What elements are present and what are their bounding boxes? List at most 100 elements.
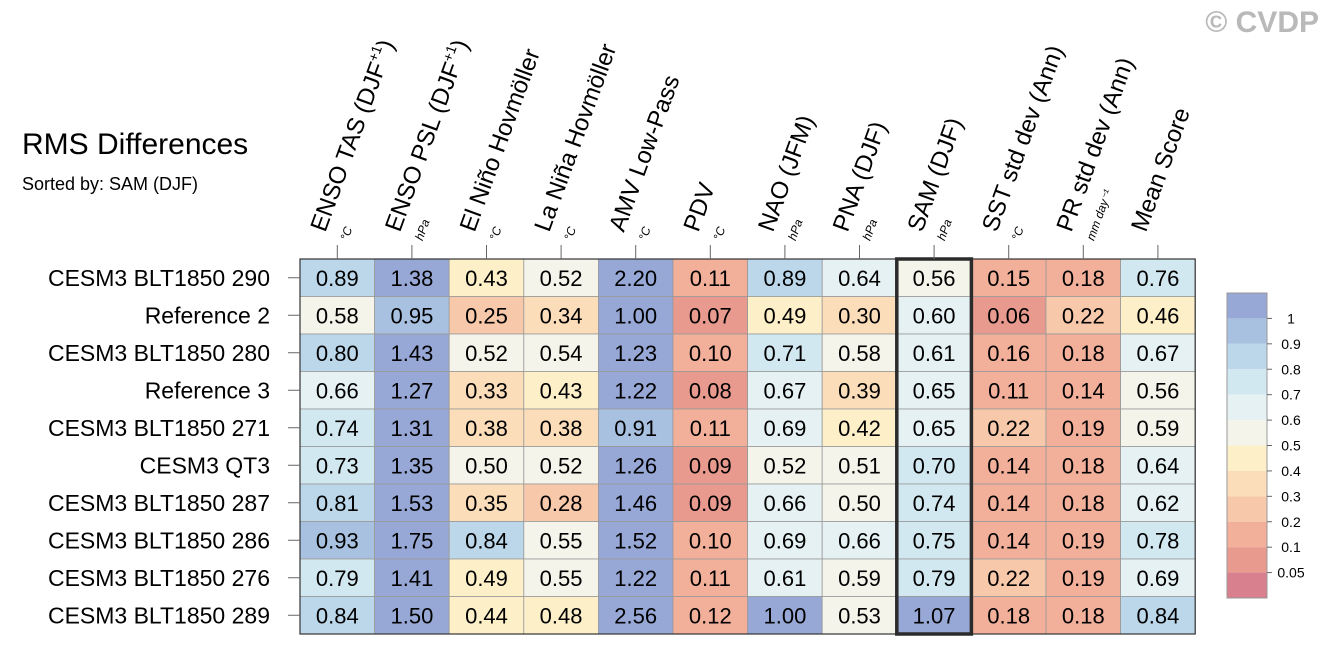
heatmap-cell <box>523 333 599 372</box>
heatmap-cell <box>448 558 525 597</box>
column-unit: °C <box>561 224 579 242</box>
column-label: PNA (DJF)hPa <box>828 118 893 242</box>
heatmap-cell <box>821 521 898 560</box>
heatmap-cell <box>1120 521 1196 560</box>
heatmap-cell <box>448 333 525 372</box>
column-label-text: El Niño Hovmöller <box>455 45 546 235</box>
column-label-text: NAO (JFM) <box>753 112 820 235</box>
heatmap-cell <box>821 408 898 447</box>
cell-value: 0.71 <box>763 341 806 366</box>
cell-value: 1.50 <box>390 603 433 628</box>
heatmap-cell <box>523 596 599 635</box>
cell-value: 0.08 <box>689 378 732 403</box>
cell-value: 0.89 <box>316 266 359 291</box>
cell-value: 0.66 <box>838 528 881 553</box>
cell-value: 1.38 <box>390 266 433 291</box>
heatmap-cell <box>598 596 674 635</box>
cell-value: 0.18 <box>1062 341 1105 366</box>
colorbar-label: 0.2 <box>1281 514 1301 530</box>
cell-value: 0.69 <box>763 528 806 553</box>
colorbar-segment <box>1227 496 1267 522</box>
column-label-text: AMV Low-Pass <box>604 72 685 235</box>
cell-value: 0.18 <box>1062 266 1105 291</box>
cell-value: 0.59 <box>1136 416 1179 441</box>
heatmap-cell <box>1045 446 1121 485</box>
cell-value: 0.34 <box>540 303 583 328</box>
heatmap-cell <box>896 521 972 560</box>
colorbar-segment <box>1227 343 1267 370</box>
heatmap-cell <box>672 483 748 522</box>
cell-value: 0.66 <box>763 491 806 516</box>
heatmap-cell <box>672 408 748 447</box>
heatmap-cell <box>598 371 674 410</box>
cell-value: 0.16 <box>987 341 1030 366</box>
heatmap-cell <box>1120 333 1196 372</box>
cell-value: 0.78 <box>1136 528 1179 553</box>
cell-value: 1.07 <box>913 603 956 628</box>
cell-value: 0.38 <box>465 416 508 441</box>
heatmap-cell <box>1045 521 1121 560</box>
cell-value: 1.26 <box>614 453 657 478</box>
column-unit: hPa <box>412 217 433 242</box>
heatmap-cell <box>896 296 972 335</box>
colorbar-segment <box>1227 394 1267 421</box>
cell-value: 0.28 <box>540 491 583 516</box>
cell-value: 0.74 <box>913 491 956 516</box>
column-label-text: SST std dev (Ann) <box>977 42 1069 235</box>
column-label: NAO (JFM)hPa <box>753 112 820 242</box>
heatmap-cell <box>598 408 674 447</box>
cell-value: 0.69 <box>1136 566 1179 591</box>
cell-value: 0.33 <box>465 378 508 403</box>
heatmap-cell <box>598 446 674 485</box>
cell-value: 0.15 <box>987 266 1030 291</box>
cell-value: 0.61 <box>763 566 806 591</box>
cell-value: 1.43 <box>390 341 433 366</box>
cell-value: 0.64 <box>1136 453 1179 478</box>
heatmap-cell <box>374 483 450 522</box>
heatmap-cell <box>821 446 898 485</box>
cell-value: 0.84 <box>1136 603 1179 628</box>
heatmap-cell <box>523 483 599 522</box>
heatmap-cell <box>1045 408 1121 447</box>
cell-value: 0.93 <box>316 528 359 553</box>
heatmap-cell <box>1120 558 1196 597</box>
cell-value: 0.64 <box>838 266 881 291</box>
cell-value: 0.19 <box>1062 528 1105 553</box>
heatmap-cell <box>747 371 823 410</box>
cell-value: 0.52 <box>540 266 583 291</box>
cell-value: 0.54 <box>540 341 583 366</box>
cell-value: 0.89 <box>763 266 806 291</box>
cell-value: 0.52 <box>540 453 583 478</box>
colorbar-label: 1 <box>1287 310 1295 326</box>
cell-value: 0.09 <box>689 491 732 516</box>
cell-value: 0.19 <box>1062 416 1105 441</box>
cell-value: 1.22 <box>614 566 657 591</box>
heatmap-cell <box>971 446 1047 485</box>
cell-value: 0.49 <box>465 566 508 591</box>
cell-value: 0.61 <box>913 341 956 366</box>
heatmap-cell <box>896 483 972 522</box>
row-label: CESM3 BLT1850 290 <box>48 265 270 291</box>
cell-value: 1.27 <box>390 378 433 403</box>
cell-value: 0.51 <box>838 453 881 478</box>
cell-value: 0.14 <box>987 453 1030 478</box>
cell-value: 0.70 <box>913 453 956 478</box>
heatmap-cell <box>971 333 1047 372</box>
cell-value: 0.69 <box>763 416 806 441</box>
cell-value: 0.22 <box>1062 303 1105 328</box>
cell-value: 0.07 <box>689 303 732 328</box>
cell-value: 0.66 <box>316 378 359 403</box>
cell-value: 0.19 <box>1062 566 1105 591</box>
heatmap-cell <box>598 558 674 597</box>
heatmap-cell <box>598 296 674 335</box>
cell-value: 0.18 <box>1062 491 1105 516</box>
cell-value: 0.84 <box>465 528 508 553</box>
heatmap-cell <box>1045 371 1121 410</box>
cell-value: 0.11 <box>690 416 731 441</box>
heatmap-cell <box>374 596 450 635</box>
cell-value: 0.50 <box>465 453 508 478</box>
cell-value: 0.44 <box>465 603 508 628</box>
row-label: Reference 2 <box>145 302 270 328</box>
cell-value: 0.73 <box>316 453 359 478</box>
heatmap-cell <box>672 521 748 560</box>
